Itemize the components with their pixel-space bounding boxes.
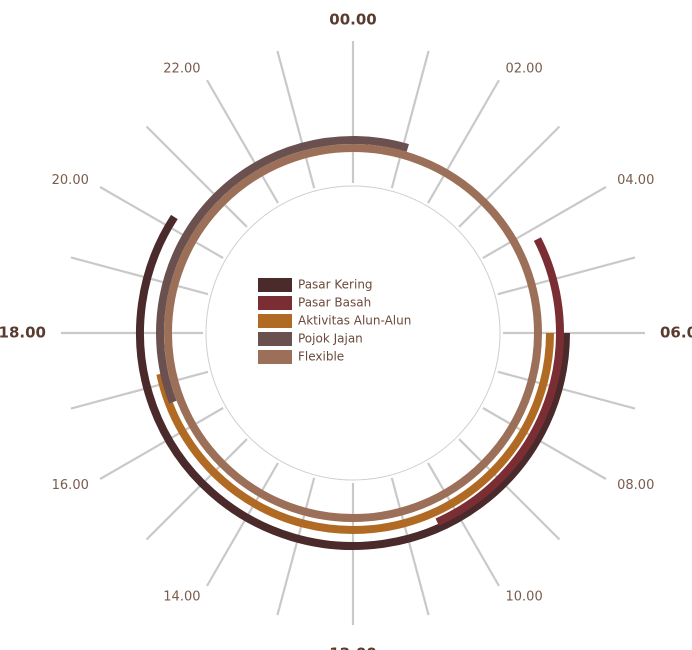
hour-gridline: [497, 370, 636, 410]
legend-swatch: [258, 314, 292, 328]
hour-gridlines: [61, 41, 645, 625]
tick-label-00-00: 00.00: [329, 11, 376, 29]
inner-circle-outline: [205, 185, 501, 481]
tick-label-06-00: 06.00: [660, 324, 692, 342]
hour-gridline: [276, 50, 316, 189]
hour-gridline: [482, 407, 607, 480]
tick-label-14-00: 14.00: [163, 590, 200, 605]
ring-pojok-jajan: [156, 136, 409, 404]
hour-gridline: [206, 79, 279, 204]
hour-gridline: [427, 79, 500, 204]
hour-gridline: [276, 477, 316, 616]
legend-swatch: [258, 296, 292, 310]
legend-label: Flexible: [298, 350, 344, 364]
inner-circle: [205, 185, 501, 481]
legend-label: Pojok Jajan: [298, 332, 363, 346]
tick-label-02-00: 02.00: [506, 61, 543, 76]
legend-label: Pasar Basah: [298, 296, 371, 310]
ring-pasar-basah: [435, 237, 564, 526]
ring-pasar-kering: [136, 214, 570, 550]
tick-label-22-00: 22.00: [163, 61, 200, 76]
hour-gridline: [482, 186, 607, 259]
tick-label-20-00: 20.00: [52, 173, 89, 188]
legend-swatch: [258, 278, 292, 292]
ring-flexible: [164, 144, 542, 523]
legend-swatch: [258, 350, 292, 364]
legend-label: Pasar Kering: [298, 278, 373, 292]
tick-label-18-00: 18.00: [0, 324, 46, 342]
hour-gridline: [427, 462, 500, 587]
hour-gridline: [99, 407, 224, 480]
tick-label-12-00: 12.00: [329, 645, 376, 650]
tick-label-08-00: 08.00: [617, 478, 654, 493]
hour-gridline: [70, 256, 209, 296]
series-rings: [136, 136, 570, 550]
hour-tick-labels: 00.00 02.00 04.00 06.00 08.00 10.00 12.00 14.00…: [0, 11, 692, 650]
legend: Pasar Kering Pasar Basah Aktivitas Alun-Al…: [258, 278, 411, 364]
hour-gridline: [145, 438, 248, 541]
hour-gridline: [206, 462, 279, 587]
hour-gridline: [390, 50, 430, 189]
tick-label-04-00: 04.00: [617, 173, 654, 188]
legend-swatch: [258, 332, 292, 346]
hour-gridline: [458, 438, 561, 541]
hour-gridline: [390, 477, 430, 616]
hour-gridline: [145, 125, 248, 228]
legend-label: Aktivitas Alun-Alun: [298, 314, 411, 328]
tick-label-10-00: 10.00: [506, 590, 543, 605]
hour-gridline: [70, 370, 209, 410]
hour-gridline: [497, 256, 636, 296]
hour-gridline: [458, 125, 561, 228]
hour-gridline: [99, 186, 224, 259]
ring-aktivitas-alun-alun: [156, 332, 554, 534]
tick-label-16-00: 16.00: [52, 478, 89, 493]
